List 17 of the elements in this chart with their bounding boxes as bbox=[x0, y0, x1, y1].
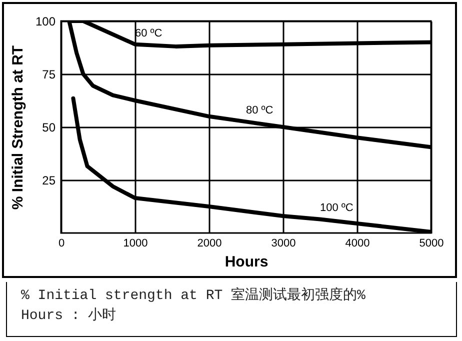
y-tick-label: 75 bbox=[42, 68, 56, 82]
series-label: 80 ºC bbox=[246, 104, 274, 117]
x-tick-label: 5000 bbox=[419, 238, 444, 250]
series-label: 60 ºC bbox=[135, 27, 162, 40]
x-tick-label: 1000 bbox=[123, 238, 148, 250]
y-tick-label: 100 bbox=[35, 14, 56, 28]
y-tick-label: 50 bbox=[42, 120, 56, 134]
x-tick-label: 2000 bbox=[197, 238, 222, 250]
x-axis-title: Hours bbox=[224, 254, 268, 270]
x-tick-label: 3000 bbox=[271, 238, 296, 250]
text: Hours : 小时 bbox=[21, 306, 118, 326]
y-axis-title: % Initial Strength at RT bbox=[9, 45, 26, 210]
x-tick-label: 0 bbox=[58, 238, 65, 250]
y-tick-label: 25 bbox=[42, 174, 56, 188]
x-tick-label: 4000 bbox=[345, 238, 370, 250]
series-label: 100 ºC bbox=[320, 202, 354, 214]
text: % Initial strength at RT 室温测试最初强度的% bbox=[21, 286, 366, 306]
